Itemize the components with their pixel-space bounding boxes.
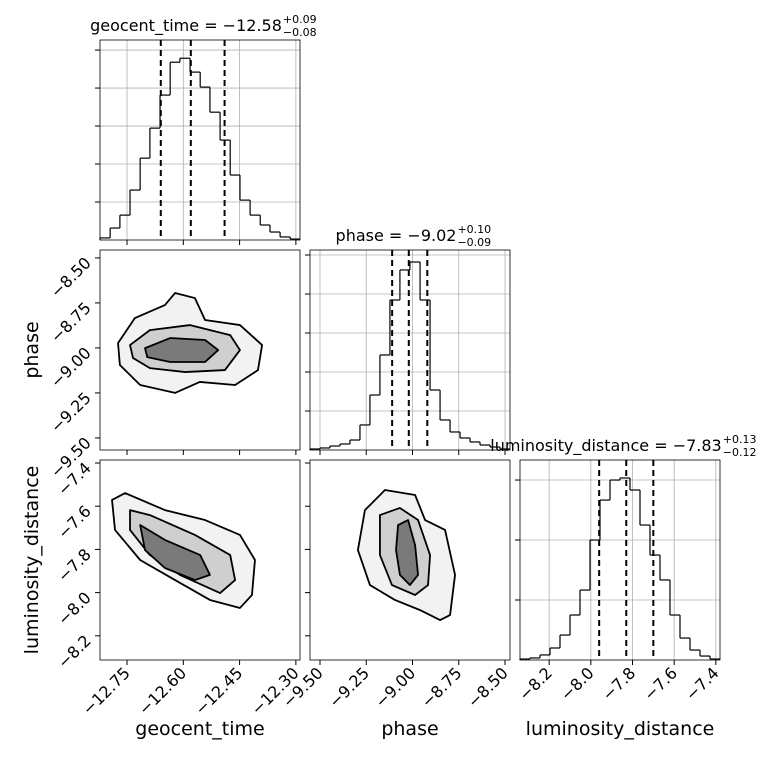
axes-frame: [309, 459, 511, 661]
density-contour: [139, 524, 211, 581]
panel-title: luminosity_distance = −7.83: [490, 436, 721, 456]
x-axis-label: luminosity_distance: [526, 718, 715, 740]
axes-frame: [99, 459, 301, 661]
y-tick-label: −8.0: [54, 588, 95, 629]
x-tick-label: −8.0: [557, 663, 598, 704]
y-tick-label: −8.50: [47, 253, 95, 301]
y-axis-label: phase: [21, 321, 43, 378]
title-upper-error: +0.13: [723, 433, 757, 446]
x-tick-label: −12.60: [135, 663, 190, 718]
y-tick-label: −9.00: [47, 343, 95, 391]
y-tick-label: −7.8: [54, 545, 95, 586]
x-tick-label: −8.50: [464, 663, 512, 711]
panel-title: phase = −9.02: [336, 226, 457, 245]
axes-frame: [99, 249, 301, 451]
x-tick-label: −8.75: [417, 663, 465, 711]
title-upper-error: +0.09: [283, 13, 317, 26]
density-panel: −12.75 −12.60 −12.45 −12.30−7.4−7.6−7.8−8.0…: [21, 458, 303, 740]
x-tick-label: −7.4: [682, 663, 723, 704]
y-tick-label: −9.25: [47, 388, 95, 436]
x-tick-label: −9.00: [371, 663, 419, 711]
x-axis-label: geocent_time: [135, 718, 264, 740]
panel-title: geocent_time = −12.58: [90, 16, 282, 36]
axes-frame: [309, 249, 511, 451]
histogram-panel: geocent_time = −12.58 +0.09−0.08: [90, 13, 317, 245]
histogram-panel: phase = −9.02 +0.10−0.09: [305, 223, 511, 455]
y-axis-label: luminosity_distance: [21, 466, 43, 655]
y-tick-label: −7.6: [54, 502, 95, 543]
x-tick-label: −9.25: [325, 663, 373, 711]
density-contour: [395, 519, 419, 586]
title-lower-error: −0.09: [457, 236, 491, 249]
density-contour: [144, 337, 220, 363]
title-lower-error: −0.08: [283, 26, 317, 39]
y-tick-label: −8.2: [54, 631, 95, 672]
x-tick-label: −12.75: [79, 663, 134, 718]
x-tick-label: −7.8: [598, 663, 639, 704]
title-upper-error: +0.10: [457, 223, 491, 236]
x-axis-label: phase: [381, 718, 438, 740]
x-tick-label: −8.2: [515, 663, 556, 704]
x-tick-label: −12.45: [191, 663, 246, 718]
title-lower-error: −0.12: [723, 446, 757, 459]
histogram-panel: −8.2 −8.0 −7.8 −7.6 −7.4 luminosity_distance …: [490, 433, 756, 740]
x-tick-label: −7.6: [640, 663, 681, 704]
axes-frame: [99, 39, 301, 241]
axes-frame: [519, 459, 721, 661]
y-tick-label: −8.75: [47, 298, 95, 346]
